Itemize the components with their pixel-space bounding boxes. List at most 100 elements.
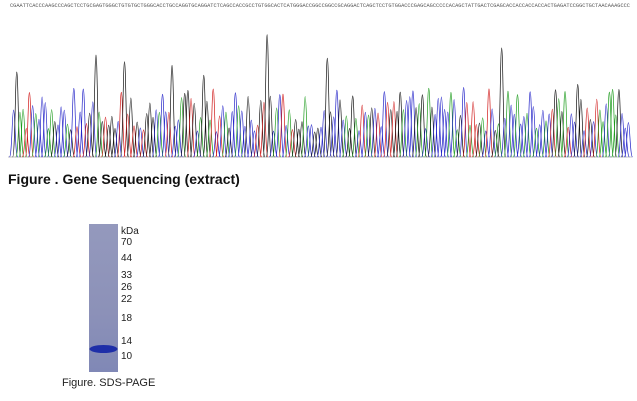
trace-peak xyxy=(522,112,532,158)
trace-peak xyxy=(497,47,507,158)
trace-peak xyxy=(167,65,177,158)
trace-peak xyxy=(183,89,193,158)
chromatogram: CGAATTCACCCAAGCCCAGCTCCTGCGAGTGGGCTGTGTG… xyxy=(8,3,633,158)
trace-peak xyxy=(97,121,107,158)
trace-peak xyxy=(313,127,323,158)
trace-peak xyxy=(566,113,576,158)
trace-peak xyxy=(414,103,424,158)
trace-peak xyxy=(91,54,101,158)
trace-peak xyxy=(326,111,335,158)
trace-peak xyxy=(196,117,206,158)
trace-peak xyxy=(576,98,586,158)
trace-peak xyxy=(338,119,348,158)
trace-peak xyxy=(465,124,475,158)
trace-peak xyxy=(151,109,161,158)
trace-peak xyxy=(243,95,253,158)
trace-peak xyxy=(411,107,421,158)
trace-peak xyxy=(554,98,564,158)
trace-peak xyxy=(579,130,589,158)
trace-peak xyxy=(513,94,522,158)
trace-peak xyxy=(582,107,592,158)
trace-peak xyxy=(478,117,488,158)
trace-peak xyxy=(560,91,570,158)
trace-peak xyxy=(332,89,342,158)
trace-peak xyxy=(53,124,63,158)
trace-peak xyxy=(12,71,22,158)
trace-peak xyxy=(446,91,456,158)
trace-peak xyxy=(132,121,142,158)
trace-peak xyxy=(234,105,244,158)
trace-peak xyxy=(69,88,79,158)
trace-peak xyxy=(535,124,545,158)
trace-peak xyxy=(202,100,212,158)
trace-peak xyxy=(135,127,145,158)
trace-peak xyxy=(218,105,228,158)
trace-peak xyxy=(303,125,313,158)
trace-peak xyxy=(360,111,370,158)
protein-band xyxy=(89,345,118,353)
trace-peak xyxy=(424,87,434,158)
trace-peak xyxy=(443,111,453,158)
trace-peak xyxy=(227,111,237,158)
trace-peak xyxy=(379,91,389,158)
trace-peak xyxy=(474,122,484,158)
trace-peak xyxy=(459,87,469,158)
trace-peak xyxy=(107,115,117,158)
trace-peak xyxy=(354,130,364,158)
trace-peak xyxy=(199,74,209,158)
trace-peak xyxy=(28,105,38,158)
trace-peak xyxy=(72,126,82,158)
trace-peak xyxy=(532,127,541,158)
trace-peak xyxy=(148,117,158,158)
trace-peak xyxy=(421,128,431,158)
trace-peak xyxy=(94,111,104,158)
figure-caption: Figure . Gene Sequencing (extract) xyxy=(8,171,240,187)
trace-peak xyxy=(170,125,180,158)
trace-peak xyxy=(253,124,263,158)
trace-peak xyxy=(262,34,272,158)
trace-peak xyxy=(481,130,491,158)
trace-peak xyxy=(192,130,202,158)
trace-peak xyxy=(402,100,412,158)
trace-peak xyxy=(75,111,85,158)
trace-peak xyxy=(351,117,361,158)
trace-peak xyxy=(436,96,446,158)
trace-peak xyxy=(272,107,282,158)
figure-caption: Figure. SDS-PAGE xyxy=(62,377,156,389)
trace-peak xyxy=(392,111,402,158)
marker-label: 26 xyxy=(121,282,133,293)
trace-peak xyxy=(278,93,288,158)
trace-peak xyxy=(66,129,76,158)
trace-peak xyxy=(259,101,269,158)
trace-peak xyxy=(116,91,126,158)
trace-peak xyxy=(145,102,155,158)
trace-peak xyxy=(15,111,25,158)
trace-peak xyxy=(59,109,69,158)
trace-peak xyxy=(256,99,266,158)
trace-peak xyxy=(592,98,602,158)
trace-peak xyxy=(506,104,516,158)
trace-peak xyxy=(509,113,519,158)
marker-label: 10 xyxy=(121,351,133,362)
trace-peak xyxy=(364,114,374,158)
trace-peak xyxy=(284,109,294,158)
trace-peak xyxy=(129,125,139,158)
marker-label: 70 xyxy=(121,237,133,248)
unit-label: kDa xyxy=(121,226,139,237)
trace-peak xyxy=(50,121,60,158)
gel-lane xyxy=(89,224,118,372)
trace-peak xyxy=(120,61,129,158)
trace-peak xyxy=(490,130,500,158)
trace-peak xyxy=(468,101,478,158)
trace-peak xyxy=(31,113,41,158)
trace-peak xyxy=(281,125,291,158)
marker-label: 22 xyxy=(121,294,133,305)
trace-peak xyxy=(617,113,627,158)
trace-peak xyxy=(570,121,580,158)
trace-peak xyxy=(164,111,174,158)
trace-peak xyxy=(608,88,618,158)
trace-peak xyxy=(367,107,377,158)
trace-peak xyxy=(398,109,408,158)
trace-peak xyxy=(585,119,595,158)
